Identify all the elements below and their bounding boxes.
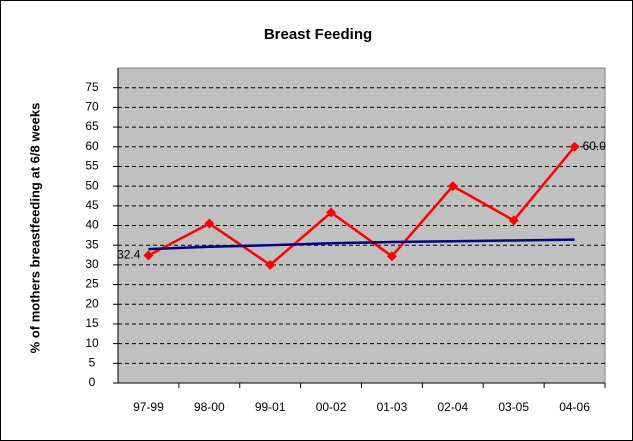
y-tick-label: 40 — [85, 218, 99, 232]
x-tick-label: 97-99 — [133, 400, 164, 414]
x-tick-label: 99-01 — [255, 400, 286, 414]
y-tick-label: 25 — [85, 277, 99, 291]
marker — [447, 181, 458, 192]
y-tick-label: 10 — [85, 336, 99, 350]
marker — [508, 215, 519, 226]
x-tick-label: 00-02 — [316, 400, 347, 414]
y-tick-label: 0 — [89, 375, 96, 389]
marker — [386, 251, 397, 262]
y-tick-label: 70 — [85, 100, 99, 114]
chart-title: Breast Feeding — [264, 26, 372, 43]
marker — [569, 141, 580, 152]
data-label: 32.4 — [117, 248, 141, 262]
y-tick-label: 60 — [85, 139, 99, 153]
y-tick-label: 35 — [85, 237, 99, 251]
plot-area — [117, 67, 606, 384]
x-tick-label: 01-03 — [377, 400, 408, 414]
y-tick-label: 45 — [85, 198, 99, 212]
marker — [204, 218, 215, 229]
y-tick-label: 65 — [85, 119, 99, 133]
y-tick-label: 50 — [85, 178, 99, 192]
y-tick-label: 75 — [85, 80, 99, 94]
y-tick-label: 15 — [85, 316, 99, 330]
y-tick-label: 55 — [85, 159, 99, 173]
series-line — [148, 238, 575, 251]
marker — [326, 207, 337, 218]
data-label: 60.0 — [583, 139, 607, 153]
y-tick-label: 20 — [85, 296, 99, 310]
marker — [265, 259, 276, 270]
x-tick-label: 04-06 — [559, 400, 590, 414]
y-tick-label: 5 — [89, 355, 96, 369]
y-axis-label: % of mothers breastfeeding at 6/8 weeks — [27, 103, 42, 354]
y-tick-label: 30 — [85, 257, 99, 271]
series-line — [147, 145, 576, 267]
x-tick-label: 02-04 — [437, 400, 468, 414]
x-tick-label: 03-05 — [498, 400, 529, 414]
x-tick-label: 98-00 — [194, 400, 225, 414]
marker — [143, 250, 154, 261]
